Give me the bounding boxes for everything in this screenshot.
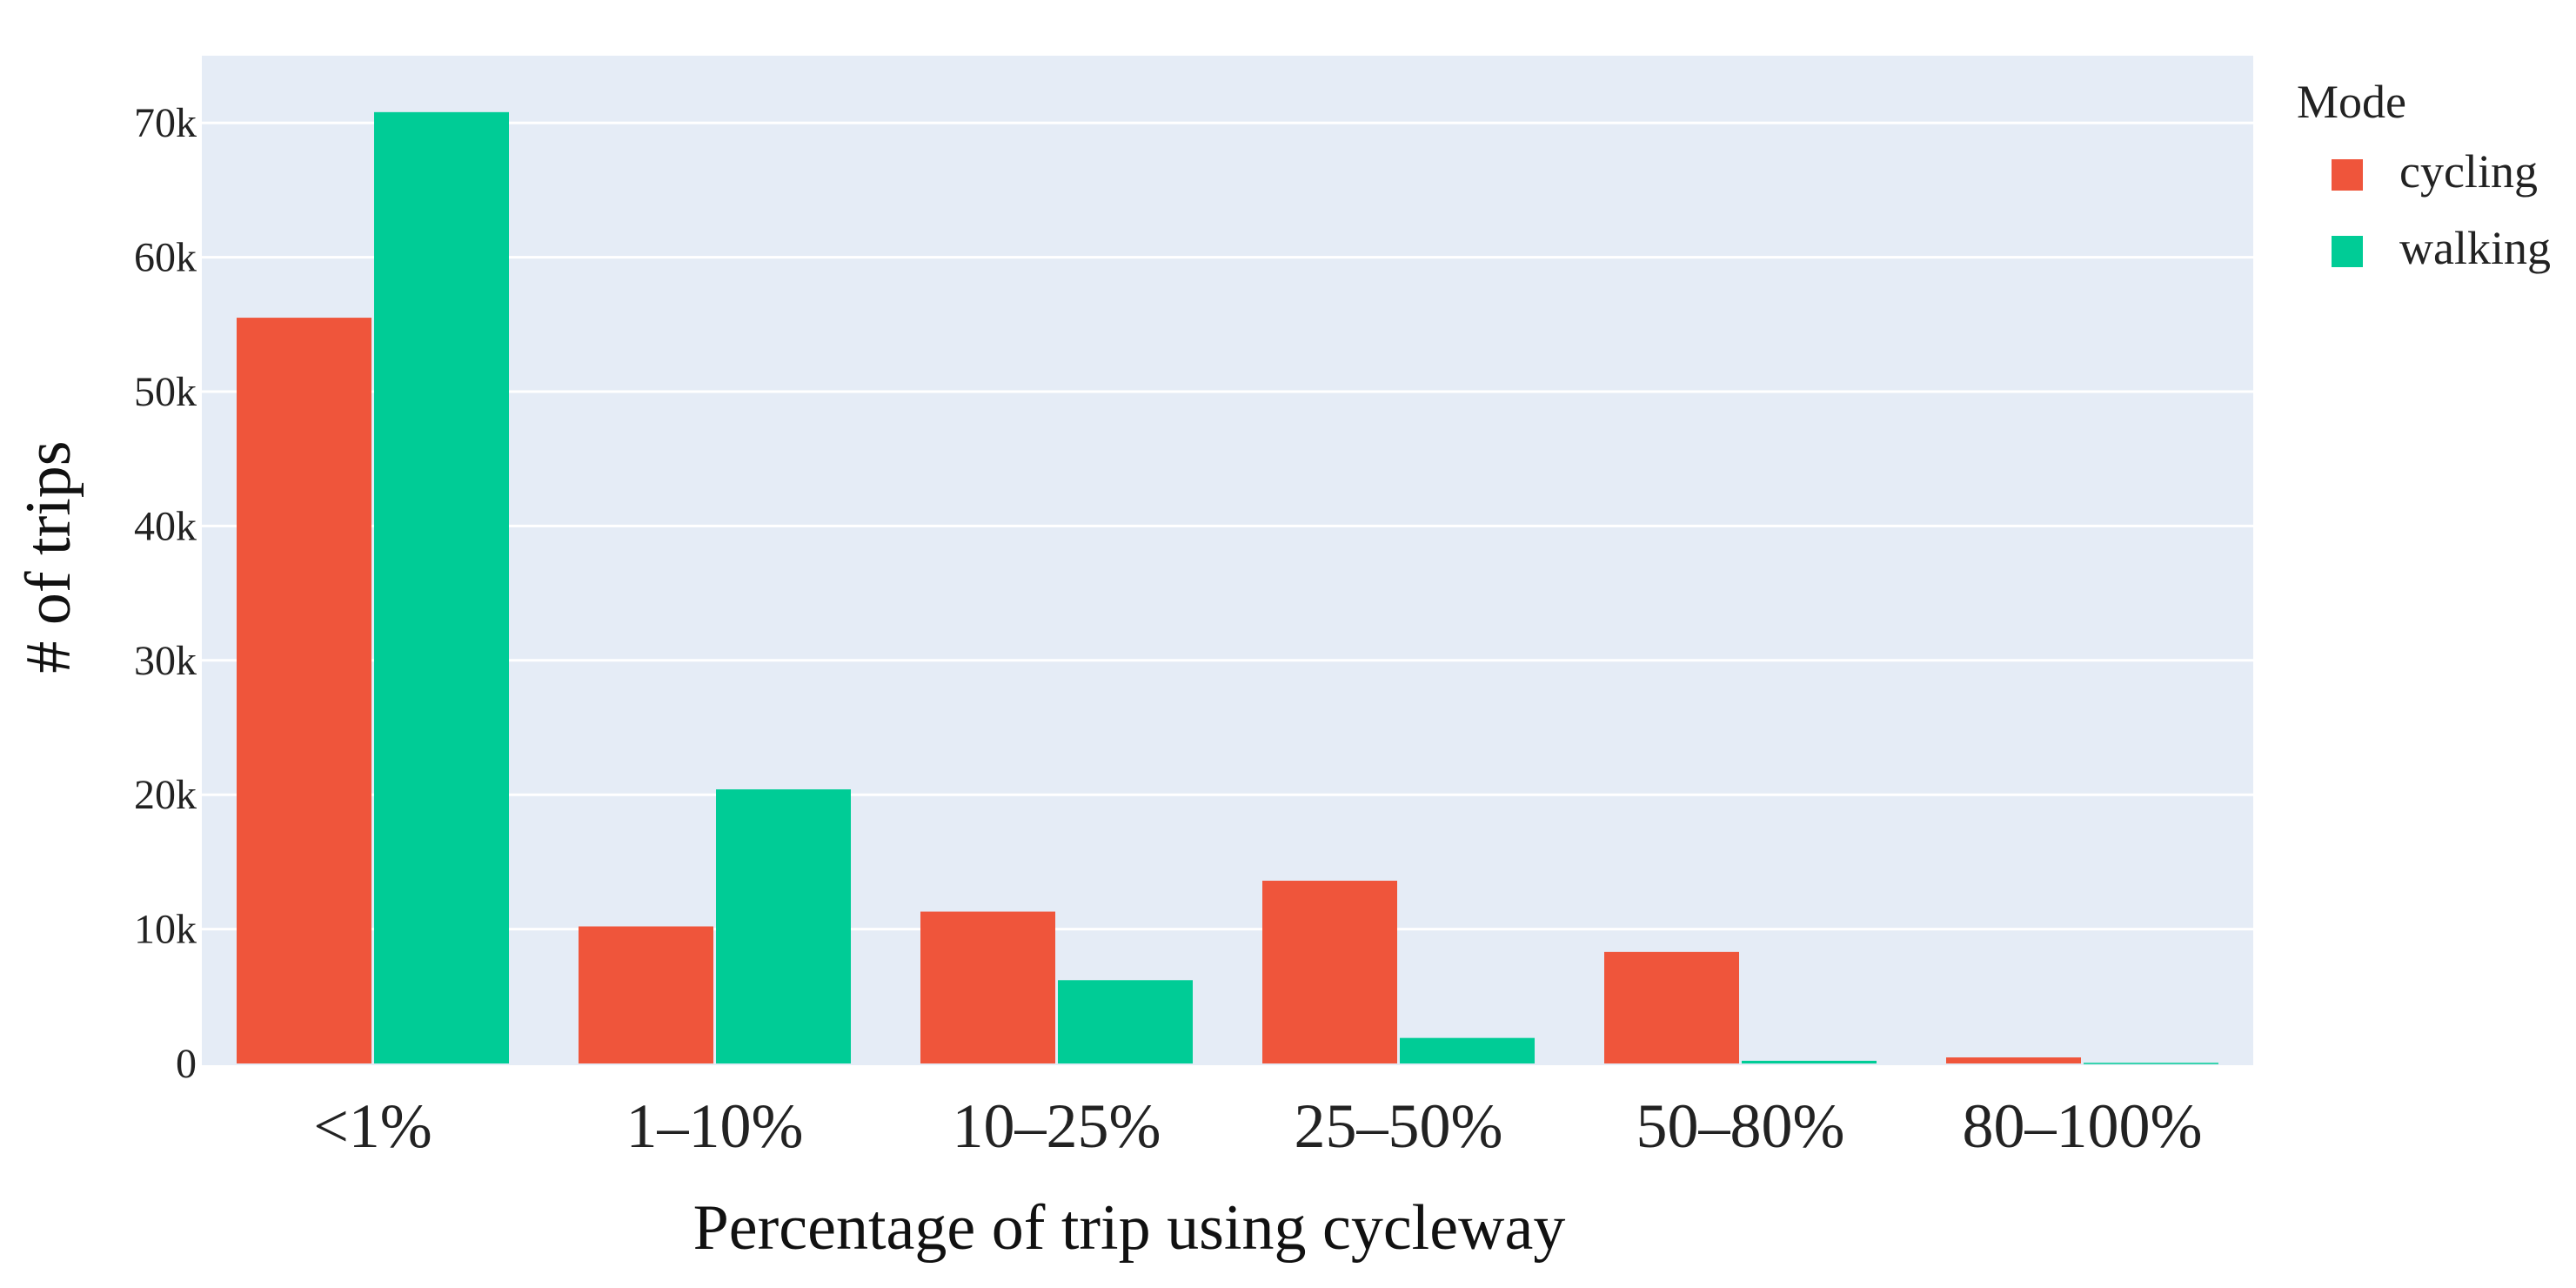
- bar-cycling: [1262, 881, 1397, 1063]
- x-tick-label: 1–10%: [626, 1091, 804, 1161]
- bar-cycling: [920, 911, 1055, 1063]
- legend-swatch-cycling: [2332, 159, 2363, 191]
- bar-walking: [2084, 1063, 2218, 1064]
- legend-title: Mode: [2297, 76, 2406, 128]
- bars: [237, 111, 2218, 1064]
- y-tick-label: 20k: [134, 772, 197, 818]
- x-tick-label: 80–100%: [1963, 1091, 2203, 1161]
- legend-swatch-walking: [2332, 236, 2363, 267]
- y-tick-label: 40k: [134, 503, 197, 549]
- x-tick-label: 10–25%: [953, 1091, 1161, 1161]
- x-tick-label: 50–80%: [1636, 1091, 1845, 1161]
- bar-cycling: [1946, 1057, 2081, 1063]
- bar-cycling: [1604, 951, 1739, 1063]
- legend-label-walking: walking: [2399, 222, 2551, 274]
- y-tick-label: 30k: [134, 638, 197, 684]
- gridlines: [202, 121, 2253, 931]
- bar-cycling: [579, 926, 713, 1063]
- x-tick-label: 25–50%: [1295, 1091, 1503, 1161]
- legend-items: cycling walking: [2332, 145, 2551, 274]
- bar-walking: [716, 789, 851, 1063]
- y-tick-label: 0: [176, 1041, 197, 1087]
- x-axis-title: Percentage of trip using cycleway: [693, 1192, 1566, 1264]
- bar-walking: [1058, 980, 1193, 1063]
- y-tick-label: 50k: [134, 369, 197, 415]
- bar-walking: [1400, 1037, 1535, 1063]
- y-tick-label: 60k: [134, 235, 197, 281]
- legend: Mode cycling walking: [2297, 76, 2551, 274]
- y-axis-ticks: 0 10k 20k 30k 40k 50k 60k 70k: [134, 100, 197, 1087]
- legend-label-cycling: cycling: [2399, 145, 2538, 198]
- bar-walking: [374, 111, 509, 1063]
- x-tick-label: <1%: [313, 1091, 432, 1161]
- bar-cycling: [237, 318, 371, 1064]
- bar-walking: [1742, 1060, 1877, 1063]
- y-tick-label: 10k: [134, 907, 197, 953]
- plot-area: [202, 56, 2253, 1065]
- y-axis-title: # of trips: [13, 440, 84, 673]
- x-axis-ticks: <1% 1–10% 10–25% 25–50% 50–80% 80–100%: [313, 1091, 2202, 1161]
- y-tick-label: 70k: [134, 100, 197, 146]
